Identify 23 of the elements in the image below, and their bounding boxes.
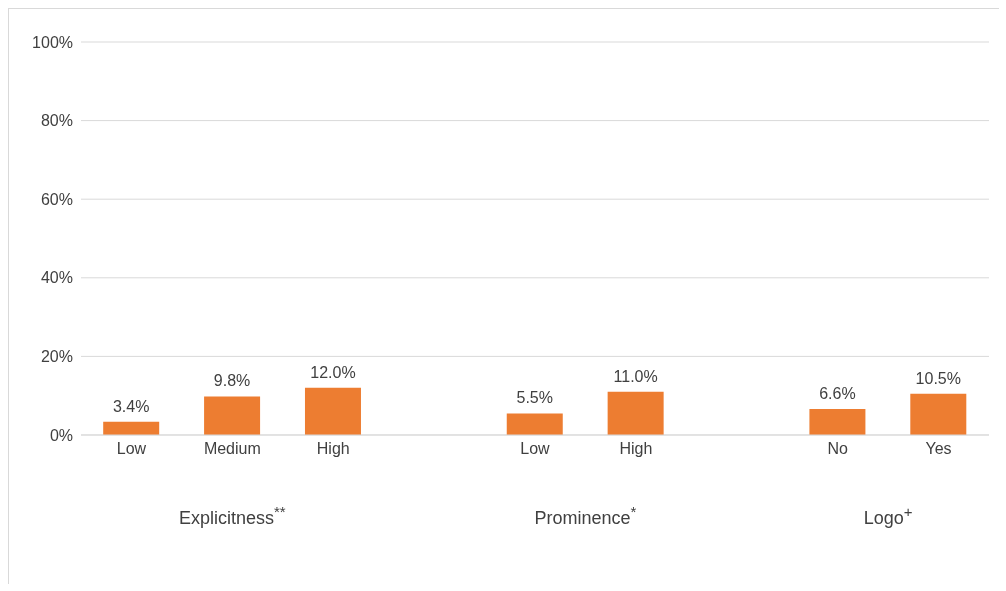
data-label: 12.0% (310, 363, 356, 381)
x-tick-label: Yes (925, 440, 952, 458)
x-tick-label: Medium (203, 440, 261, 458)
x-tick-label: Low (520, 440, 551, 458)
x-tick-label: Low (116, 440, 147, 458)
text: Prominence$^{*}$ (533, 503, 638, 529)
text: Explicitness$^{**}$ (177, 503, 287, 529)
y-tick-label: 20% (40, 348, 73, 366)
y-tick-label: 0% (49, 426, 73, 444)
y-tick-label: 100% (32, 33, 73, 51)
x-tick-label: No (827, 440, 848, 458)
data-label: 3.4% (112, 397, 150, 415)
data-label: 6.6% (819, 385, 856, 403)
y-tick-label: 60% (40, 190, 73, 208)
x-tick-label: High (316, 440, 350, 458)
y-tick-label: 80% (40, 112, 73, 130)
x-tick-label: High (619, 440, 653, 458)
data-label: 11.0% (613, 367, 658, 385)
data-label: 10.5% (915, 369, 961, 387)
text: Logo$^{+}$ (862, 503, 914, 529)
data-label: 5.5% (516, 389, 553, 407)
data-label: 9.8% (213, 372, 251, 390)
y-tick-label: 40% (40, 269, 73, 287)
